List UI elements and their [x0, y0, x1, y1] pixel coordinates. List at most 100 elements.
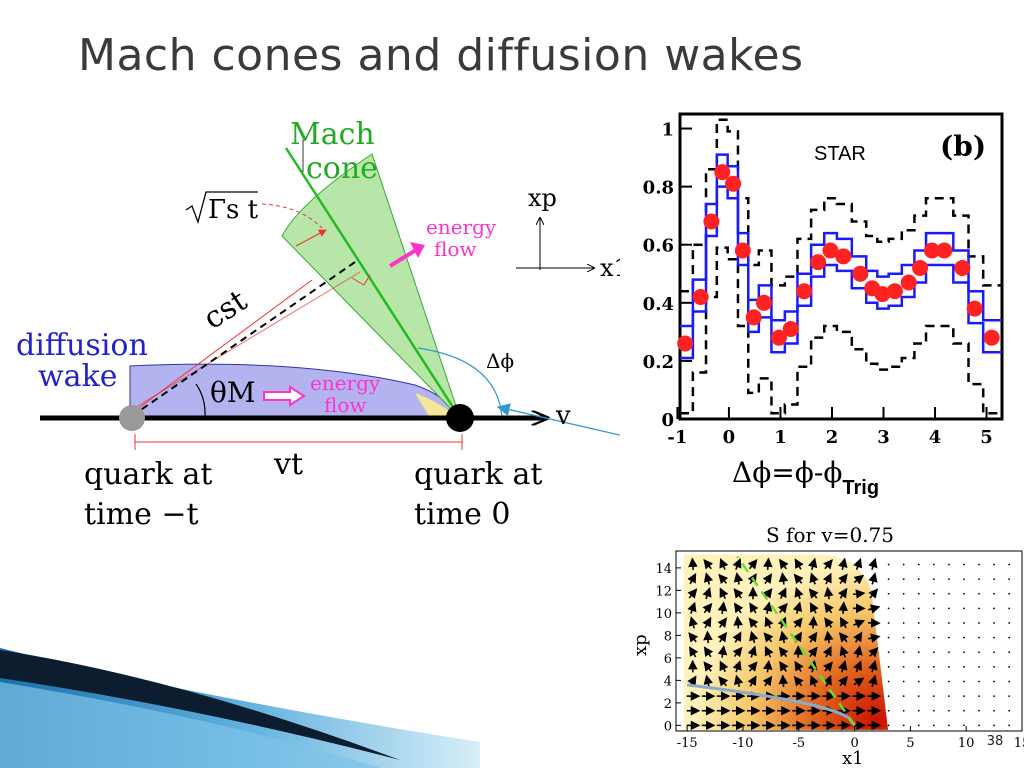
sim-vector-dot: [963, 563, 965, 566]
sim-vector-arrow: [732, 646, 743, 658]
sim-vector-dot: [917, 695, 920, 698]
star-xtick-label: 2: [826, 427, 839, 448]
sim-vector-dot: [947, 563, 950, 566]
sim-vector-arrow: [809, 674, 819, 687]
sim-vector-dot: [1008, 724, 1011, 727]
sim-vector-arrow: [763, 632, 774, 643]
sim-vector-dot: [917, 622, 920, 624]
sim-vector-dot: [963, 636, 965, 639]
sim-vector-arrow: [747, 675, 757, 687]
sim-ytick-label: 10: [655, 607, 672, 622]
sim-vector-arrow: [702, 602, 713, 614]
star-data-point: [912, 259, 929, 276]
star-data-point: [923, 242, 940, 259]
sim-vector-dot: [1008, 592, 1011, 595]
energy-flow-bottom-arrow: [263, 385, 306, 407]
theta-m-label: θM: [210, 376, 256, 409]
mach-cone-label-line2: cone: [306, 151, 378, 186]
velocity-label: v: [555, 401, 571, 431]
sim-xtick-label: 5: [906, 736, 914, 751]
sim-vector-arrow: [838, 632, 849, 643]
sim-vector-dot: [932, 607, 935, 610]
sim-ytick-label: 8: [664, 629, 672, 644]
sim-vector-arrow: [777, 602, 788, 614]
sim-vector-dot: [902, 578, 905, 581]
slide-title: Mach cones and diffusion wakes: [78, 30, 804, 81]
sim-vector-arrow: [778, 674, 789, 688]
sim-vector-dot: [932, 563, 935, 566]
sim-vector-arrow: [853, 631, 863, 643]
sim-vector-arrow: [793, 573, 804, 585]
sim-vector-arrow: [719, 660, 729, 673]
theta-arc: [195, 383, 206, 419]
sim-vector-dot: [993, 680, 995, 683]
sim-vector-dot: [902, 665, 905, 668]
sim-vector-dot: [887, 592, 890, 595]
sim-title: S for v=0.75: [766, 523, 894, 547]
sim-vector-dot: [978, 578, 980, 581]
star-xtick-label: 1: [774, 427, 787, 448]
cs-t-label: cst: [197, 283, 253, 336]
star-ytick-label: 1: [661, 120, 674, 141]
sim-vector-dot: [932, 680, 935, 683]
sim-vector-arrow: [853, 645, 863, 658]
sim-vector-dot: [887, 665, 890, 668]
sim-vector-dot: [887, 709, 890, 712]
sim-vector-dot: [917, 680, 920, 683]
sim-vector-arrow: [868, 557, 878, 570]
axis-x1-label: x1: [600, 254, 620, 282]
sim-vector-dot: [963, 695, 965, 698]
sim-vector-arrow: [868, 674, 878, 688]
sim-vector-dot: [917, 665, 920, 668]
sim-vector-arrow: [702, 616, 712, 629]
star-data-point: [936, 242, 953, 259]
sim-vector-arrow: [794, 660, 804, 672]
sim-vector-dot: [947, 680, 950, 683]
sim-vector-arrow: [717, 631, 728, 643]
star-data-point: [714, 164, 731, 181]
sim-vector-dot: [978, 665, 980, 668]
sim-vector-arrow: [733, 572, 744, 585]
sim-vector-dot: [947, 622, 950, 624]
sim-vector-arrow: [808, 588, 819, 599]
sim-vector-dot: [902, 622, 905, 624]
sim-vector-dot: [917, 709, 920, 712]
sim-vector-arrow: [839, 616, 849, 629]
sim-vector-dot: [887, 695, 890, 698]
sim-vector-dot: [932, 578, 935, 581]
quark-now-label-line1: quark at: [414, 457, 542, 492]
energy-flow-top-label-line2: flow: [434, 237, 477, 261]
sim-vector-dot: [947, 636, 950, 639]
sim-vector-dot: [947, 592, 950, 595]
sim-vector-arrow: [762, 573, 773, 585]
sim-vector-dot: [902, 607, 905, 610]
sim-vector-arrow: [748, 617, 759, 628]
sim-vector-dot: [993, 622, 995, 624]
sim-vector-dot: [887, 636, 890, 639]
sim-vector-dot: [993, 651, 995, 654]
delta-phi-pointer: [496, 403, 620, 436]
sim-vector-arrow: [747, 645, 757, 658]
sim-vector-arrow: [717, 601, 728, 614]
sim-vector-arrow: [868, 572, 878, 585]
sim-vector-arrow: [807, 557, 818, 571]
star-xlabel-sub: Trig: [842, 477, 879, 499]
sim-vector-dot: [932, 636, 935, 639]
mach-cone-label-line1: Mach: [290, 117, 375, 152]
sim-vector-dot: [917, 563, 920, 566]
sim-vector-dot: [1008, 607, 1011, 610]
star-data-point: [852, 265, 869, 282]
sim-ytick-label: 0: [664, 719, 672, 734]
sim-vector-arrow: [794, 558, 804, 570]
star-data-point: [822, 242, 839, 259]
sim-vector-arrow: [823, 559, 833, 570]
sim-vector-arrow: [703, 572, 714, 585]
sim-vector-dot: [887, 578, 890, 581]
star-xtick-label: 0: [723, 427, 736, 448]
sim-vector-arrow: [719, 587, 729, 600]
sim-vector-dot: [932, 592, 935, 595]
energy-flow-bottom-label-line1: energy: [310, 371, 381, 395]
sim-vector-dot: [978, 680, 980, 683]
star-data-point: [770, 329, 787, 346]
sim-vector-arrow: [838, 557, 848, 571]
